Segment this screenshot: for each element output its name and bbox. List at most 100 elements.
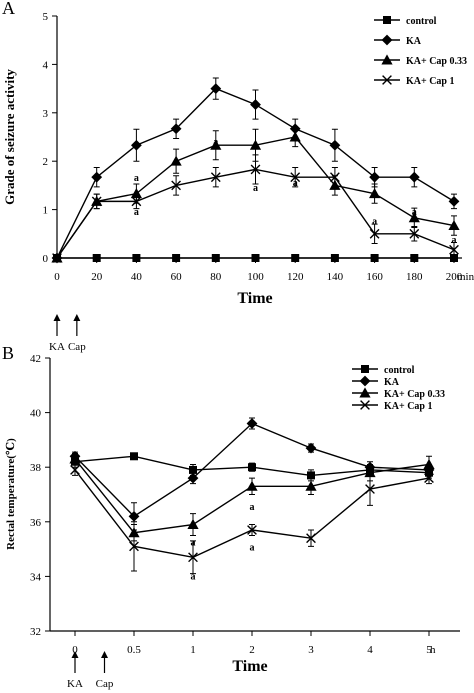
x-tick-label: 80: [210, 271, 222, 283]
y-tick-label: 2: [43, 156, 49, 168]
data-point: [410, 254, 419, 262]
data-point: [250, 99, 261, 110]
data-point: [448, 195, 460, 207]
series-ka-cap-0-33: [51, 126, 460, 263]
legend-label: KA+ Cap 0.33: [384, 389, 445, 400]
significance-label: a: [452, 235, 457, 246]
data-point: [187, 518, 199, 530]
data-point: [305, 480, 317, 491]
y-tick-label: 3: [43, 108, 49, 120]
arrow-cap-label: Cap: [68, 341, 86, 353]
significance-label: a: [293, 178, 298, 189]
x-unit-label: min: [457, 271, 474, 283]
legend-marker: [361, 365, 369, 373]
x-unit-label: h: [430, 644, 436, 656]
x-tick-label: 100: [247, 271, 264, 283]
arrow-cap-head: [101, 651, 108, 658]
arrow-cap: [101, 651, 108, 673]
data-point: [91, 171, 103, 183]
x-tick-label: 140: [327, 271, 344, 283]
data-point: [210, 139, 222, 150]
arrow-ka: [53, 314, 61, 336]
x-tick-label: 4: [367, 644, 373, 656]
data-point: [210, 83, 222, 94]
data-point: [92, 254, 101, 262]
data-point: [448, 219, 460, 231]
y-tick-label: 42: [30, 353, 41, 365]
x-tick-label: 200: [446, 271, 463, 283]
y-tick-label: 5: [43, 11, 49, 23]
data-point: [306, 533, 316, 544]
legend-marker: [359, 375, 371, 387]
data-point: [305, 442, 317, 454]
x-tick-label: 160: [366, 271, 383, 283]
data-point: [450, 254, 458, 262]
data-point: [131, 139, 142, 151]
x-tick-label: 0.5: [127, 644, 141, 656]
significance-label: a: [412, 207, 417, 218]
x-axis-title: Time: [232, 658, 267, 675]
data-point: [130, 188, 142, 199]
significance-label: a: [134, 207, 139, 218]
x-tick-label: 0: [54, 271, 60, 283]
x-tick-label: 60: [171, 271, 183, 283]
data-point: [251, 254, 260, 262]
legend: control KA KA+ Cap 0.33 KA+ Cap 1: [374, 16, 467, 87]
data-point: [408, 171, 420, 183]
data-point: [70, 465, 80, 475]
series-ka-cap-1: [70, 463, 434, 575]
x-tick-label: 5: [426, 644, 432, 656]
data-point: [249, 139, 262, 150]
y-tick-label: 4: [43, 59, 49, 71]
data-point: [246, 418, 258, 429]
data-point: [129, 541, 139, 552]
arrow-cap-head: [73, 314, 81, 321]
data-point: [408, 212, 420, 223]
series-control: [53, 254, 458, 262]
data-point: [247, 525, 257, 535]
data-point: [330, 172, 340, 183]
x-tick-label: 20: [91, 271, 103, 283]
x-tick-label: 2: [249, 644, 255, 656]
data-point: [132, 254, 141, 262]
data-point: [171, 180, 181, 191]
x-tick-label: 1: [190, 644, 196, 656]
series-ka-cap-1: [52, 154, 459, 263]
legend-label: control: [384, 365, 415, 376]
data-point: [69, 453, 81, 464]
arrow-ka-head: [53, 314, 61, 321]
y-tick-label: 34: [30, 571, 42, 583]
x-tick-label: 120: [287, 271, 304, 283]
panel-letter: A: [2, 0, 15, 18]
data-point: [291, 254, 300, 262]
data-point: [369, 188, 381, 199]
legend-marker: [381, 54, 393, 65]
x-tick-label: 180: [406, 271, 423, 283]
arrow-ka-label: KA: [67, 678, 83, 690]
significance-label: a: [372, 217, 377, 228]
data-point: [210, 172, 221, 183]
data-point: [52, 253, 62, 263]
x-tick-label: 0: [72, 644, 78, 656]
legend-label: KA: [406, 36, 422, 47]
y-axis-title: Rectal temperature(℃): [5, 438, 17, 550]
arrow-ka-head: [71, 651, 79, 658]
data-point: [364, 467, 376, 478]
legend-label: KA+ Cap 0.33: [406, 56, 467, 67]
y-tick-label: 36: [30, 517, 42, 529]
series-ka: [69, 417, 435, 531]
significance-label: a: [213, 137, 218, 148]
arrow-cap: [73, 314, 81, 336]
significance-label: a: [250, 543, 255, 554]
y-tick-label: 32: [30, 626, 41, 638]
data-point: [187, 472, 199, 484]
data-point: [290, 172, 301, 183]
arrow-ka-label: KA: [49, 341, 65, 353]
data-point: [369, 171, 380, 183]
data-point: [189, 465, 197, 474]
